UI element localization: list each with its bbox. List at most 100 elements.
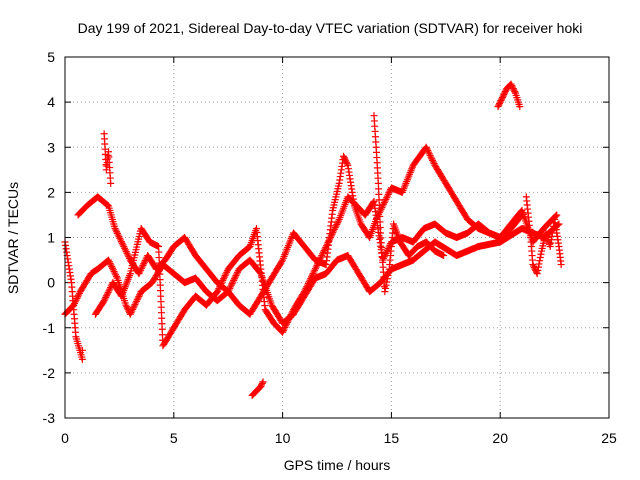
data-point [78,355,86,363]
data-point [281,323,289,331]
data-point [430,160,438,168]
data-point [285,315,293,323]
data-point [286,314,294,322]
data-point [508,82,516,90]
data-point [381,284,389,292]
data-point [101,295,109,303]
data-point [385,268,393,276]
data-point [112,226,120,234]
data-point [314,260,322,268]
data-point [509,83,517,91]
data-point [425,148,433,156]
data-point [217,280,225,288]
data-point [536,253,544,261]
data-point [280,325,288,333]
data-point [112,271,120,279]
y-tick-label: 4 [47,94,55,110]
data-point [136,268,144,276]
data-point [381,288,389,296]
data-point [533,270,541,278]
data-point [331,224,339,232]
x-tick-label: 15 [384,430,400,446]
data-point [228,280,236,288]
y-tick-label: -1 [43,320,56,336]
data-point [304,279,312,287]
data-point [110,268,118,276]
data-point [379,254,387,262]
data-point [340,152,348,160]
data-point [234,268,242,276]
data-point [324,238,332,246]
data-point [498,95,506,103]
data-point [132,299,140,307]
data-point [534,266,542,274]
x-tick-label: 0 [61,430,69,446]
data-point [71,299,79,307]
data-point [326,234,334,241]
data-point [323,240,331,248]
data-point [134,294,142,302]
data-point [537,250,545,258]
data-point [259,378,267,386]
data-point [496,98,504,106]
data-point [74,293,82,301]
series-trace-9 [522,193,565,278]
data-point [120,243,128,251]
data-point [129,304,137,312]
data-point [306,276,314,284]
data-point [426,151,434,159]
data-point [383,248,391,256]
data-point [327,232,335,240]
data-point [258,381,266,389]
data-point [320,247,328,255]
data-point [136,291,144,299]
data-point [305,278,313,286]
data-point [214,286,222,294]
data-point [317,253,325,261]
data-point [105,256,113,264]
data-point [427,153,435,161]
data-point [340,154,348,162]
data-point [328,230,336,238]
data-point [530,262,538,270]
data-point [510,86,518,94]
series-trace-2 [61,220,563,327]
data-point [507,80,515,88]
data-point [429,156,437,164]
data-point [304,281,312,289]
data-point [311,266,319,274]
data-point [300,288,308,296]
data-point [342,158,350,166]
data-point [103,292,111,300]
data-point [308,271,316,279]
data-point [307,275,315,283]
data-point [106,259,114,267]
data-point [139,261,147,269]
data-point [312,263,320,271]
y-axis-label: SDTVAR / TECUs [5,182,21,294]
data-point [123,249,131,257]
data-point [498,94,506,102]
x-tick-label: 25 [601,430,617,446]
data-point [72,296,80,304]
data-point [535,260,543,268]
data-point [113,228,121,236]
data-point [315,258,323,266]
data-point [330,227,338,235]
data-point [141,258,149,266]
data-point [385,189,393,197]
data-point [227,281,235,289]
data-point [71,298,79,306]
data-point [138,263,146,271]
y-tick-label: 3 [47,139,55,155]
data-point [108,264,116,272]
data-point [258,379,266,387]
data-point [283,319,291,327]
data-point [222,270,230,278]
data-point [227,283,235,291]
data-point [102,293,110,301]
data-point [278,257,286,265]
data-point [380,199,388,207]
data-point [230,275,238,283]
data-point [220,275,228,283]
